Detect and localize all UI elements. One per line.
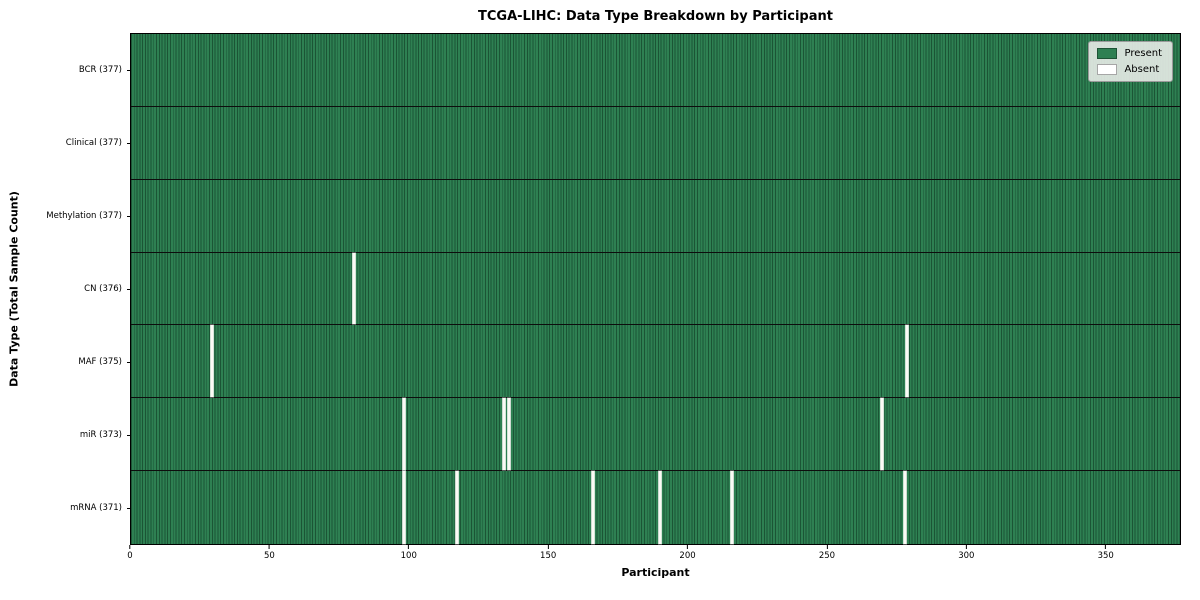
heatmap-row-mrna [131,471,1180,544]
heatmap-row-bcr [131,34,1180,107]
legend-item-absent: Absent [1097,64,1162,75]
x-tick-mark [965,545,967,549]
absent-cell [730,471,734,544]
x-tick: 150 [540,545,556,561]
absent-cell [352,252,356,325]
x-tick: 200 [679,545,696,561]
absent-cell [591,471,595,544]
y-tick-label: CN (376) [84,284,122,294]
x-axis-tick-labels: 0 50 100 150 200 250 300 350 [127,545,1181,565]
heatmap-row-methylation [131,179,1180,253]
absent-cell [402,398,406,471]
x-tick-label: 350 [1097,550,1114,561]
x-tick-label: 200 [679,550,696,561]
heatmap-row-maf [131,325,1180,399]
x-tick-label: 150 [540,550,557,561]
x-tick-mark [1105,545,1107,549]
x-tick-mark [129,545,131,549]
x-tick-mark [826,545,828,549]
y-tick-mark [126,289,130,290]
y-tick-mark [126,215,130,217]
legend-label-absent: Absent [1124,64,1160,75]
y-tick-label: Methylation (377) [46,210,122,221]
x-tick-mark [687,545,689,549]
y-tick-label: MAF (375) [78,357,122,368]
legend-swatch-absent-icon [1097,64,1118,75]
heatmap-rows [131,34,1180,544]
x-tick-label: 300 [958,550,975,561]
heatmap-row-mir [131,398,1180,472]
x-tick: 0 [127,545,133,561]
x-tick: 350 [1098,545,1114,561]
y-tick-mark [126,508,130,510]
heatmap-row-clinical [131,106,1180,180]
x-tick-label: 0 [127,550,133,561]
x-tick-label: 100 [400,550,417,561]
x-tick-label: 250 [818,550,836,561]
x-axis-label: Participant [621,566,690,579]
absent-cell [210,325,214,398]
chart-title: TCGA-LIHC: Data Type Breakdown by Partic… [478,9,833,24]
y-tick-mark [126,69,130,71]
x-tick-mark [268,545,270,549]
x-tick-label: 50 [263,550,275,561]
y-tick-mark [126,142,130,144]
x-tick-mark [408,545,410,549]
x-tick: 300 [958,545,974,561]
x-tick: 100 [401,545,417,561]
legend: Present Absent [1088,41,1173,82]
y-axis-tick-labels: BCR (377) Clinical (377) Methylation (377)… [0,33,122,545]
heatmap-row-cn [131,252,1180,326]
x-tick: 250 [819,545,835,561]
y-tick-label: miR (373) [79,430,122,441]
y-tick-mark [126,362,130,364]
plot-area: Present Absent [130,33,1181,545]
y-tick-label: Clinical (377) [65,137,122,148]
absent-cell [402,471,406,544]
legend-label-present: Present [1124,48,1162,59]
absent-cell [658,471,662,544]
x-tick-mark [547,545,549,549]
absent-cell [502,398,506,471]
y-tick-label: BCR (377) [78,64,122,75]
absent-cell [507,398,511,471]
legend-swatch-present-icon [1097,48,1118,59]
absent-cell [905,325,909,398]
absent-cell [880,398,884,471]
y-tick-label: mRNA (371) [70,503,122,514]
legend-item-present: Present [1097,48,1162,59]
y-tick-mark [126,435,130,437]
x-tick: 50 [264,545,275,561]
absent-cell [903,471,907,544]
absent-cell [455,471,459,544]
